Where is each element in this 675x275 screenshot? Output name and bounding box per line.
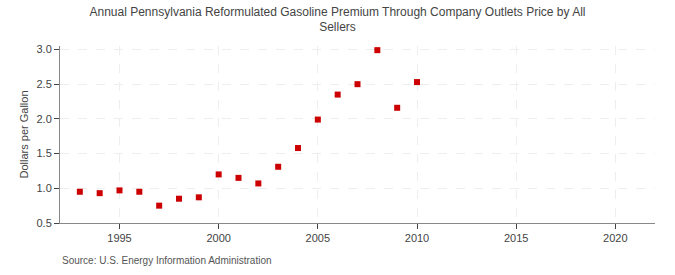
- svg-text:1995: 1995: [107, 232, 131, 244]
- svg-text:2.5: 2.5: [37, 78, 52, 90]
- svg-text:0.5: 0.5: [37, 217, 52, 229]
- svg-text:Source: U.S. Energy Informatio: Source: U.S. Energy Information Administ…: [62, 255, 272, 266]
- svg-text:2.0: 2.0: [37, 113, 52, 125]
- svg-text:1.0: 1.0: [37, 182, 52, 194]
- svg-text:1.5: 1.5: [37, 147, 52, 159]
- svg-text:2010: 2010: [405, 232, 429, 244]
- svg-text:2020: 2020: [603, 232, 627, 244]
- svg-text:2000: 2000: [206, 232, 230, 244]
- svg-text:2005: 2005: [306, 232, 330, 244]
- svg-text:Annual Pennsylvania Reformulat: Annual Pennsylvania Reformulated Gasolin…: [89, 5, 585, 35]
- svg-text:3.0: 3.0: [37, 43, 52, 55]
- svg-text:2015: 2015: [504, 232, 528, 244]
- svg-text:Dollars per Gallon: Dollars per Gallon: [18, 90, 30, 178]
